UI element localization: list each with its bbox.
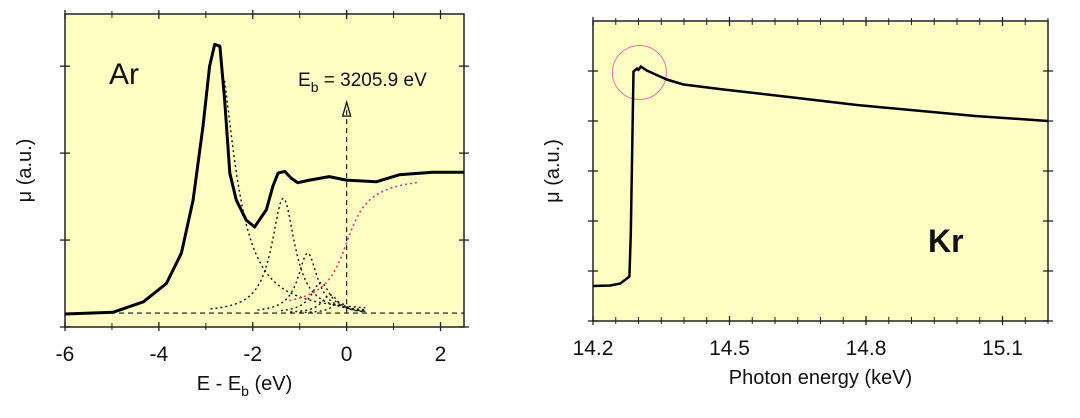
chart-kr: 14.2 14.5 14.8 15.1 μ (a.u.) Photon energy (k…	[542, 17, 1053, 389]
element-label: Kr	[928, 223, 964, 259]
x-axis-label-main: E - E	[197, 373, 241, 395]
series-measured	[65, 42, 464, 316]
x-tick-label: 14.5	[709, 337, 750, 360]
x-tick-label: -4	[150, 343, 169, 366]
plot-area	[64, 13, 465, 328]
series-measured	[593, 65, 1048, 288]
plot-area	[592, 20, 1049, 322]
y-axis-label: μ (a.u.)	[542, 139, 564, 203]
annotation-sub: b	[311, 79, 319, 95]
arctan-step	[289, 181, 418, 302]
highlight-circle	[611, 45, 667, 100]
x-tick-label: 14.8	[846, 337, 887, 360]
element-label: Ar	[109, 58, 139, 91]
x-axis-label: Photon energy (keV)	[729, 367, 912, 389]
x-tick-label: 2	[435, 343, 447, 366]
chart-ar: -6 -4 -2 0 2μ (a.u.)E - Eb (eV)Eb = 3205.9 e…	[14, 10, 469, 399]
x-axis-label-sub: b	[241, 383, 249, 399]
lorentzian-component-6	[299, 302, 366, 314]
x-tick-label: 14.2	[573, 337, 614, 360]
x-tick-label: -2	[243, 343, 262, 366]
annotation-tail: = 3205.9 eV	[318, 70, 427, 91]
x-tick-label: 15.1	[982, 337, 1023, 360]
x-axis-label: E - Eb (eV)	[197, 373, 293, 399]
lorentzian-component-2	[210, 197, 366, 311]
annotation-main: E	[298, 70, 311, 91]
lorentzian-component-3	[257, 252, 366, 312]
x-tick-label: -6	[56, 343, 75, 366]
arrow-icon	[341, 99, 352, 117]
y-axis-label: μ (a.u.)	[14, 139, 36, 203]
x-axis-label-tail: (eV)	[249, 373, 292, 395]
x-tick-label: 0	[341, 343, 353, 366]
edge-energy-annotation: Eb = 3205.9 eV	[298, 70, 427, 95]
